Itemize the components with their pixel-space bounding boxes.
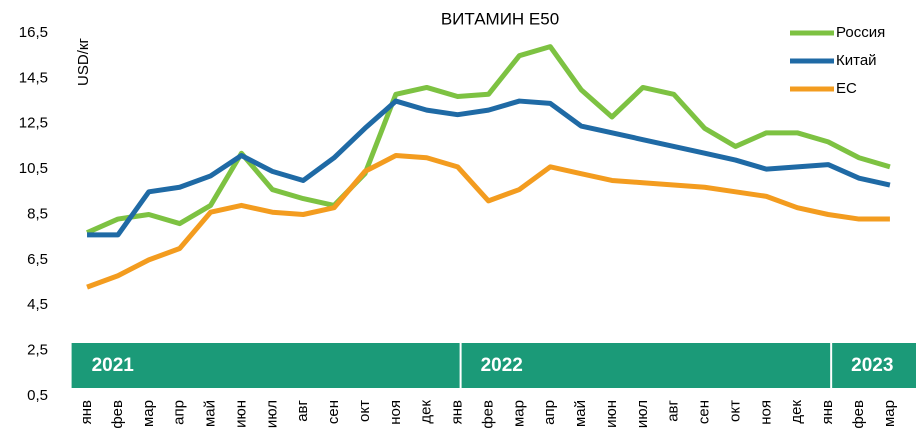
y-tick-label: 0,5 bbox=[27, 387, 48, 404]
y-tick-label: 2,5 bbox=[27, 342, 48, 359]
x-tick-label: сен bbox=[696, 400, 713, 424]
x-tick-label: фев bbox=[850, 400, 867, 429]
series-line bbox=[86, 153, 890, 290]
x-tick-label: ноя bbox=[757, 400, 774, 425]
year-label: 2022 bbox=[481, 355, 523, 376]
x-tick-label: фев bbox=[479, 400, 496, 429]
x-tick-label: янв bbox=[819, 400, 836, 424]
x-tick-label: авг bbox=[665, 399, 682, 421]
x-tick-label: дек bbox=[418, 400, 435, 424]
x-tick-label: мар bbox=[510, 400, 527, 427]
x-tick-label: апр bbox=[541, 400, 558, 425]
y-tick-label: 16,5 bbox=[19, 24, 48, 41]
x-tick-label: апр bbox=[171, 400, 188, 425]
x-tick-label: авг bbox=[294, 399, 311, 421]
year-label: 2021 bbox=[92, 355, 135, 376]
x-tick-label: мар bbox=[140, 400, 157, 427]
x-tick-label: сен bbox=[325, 400, 342, 424]
year-band bbox=[71, 343, 916, 388]
x-tick-label: июн bbox=[603, 400, 620, 428]
series-line bbox=[87, 98, 891, 238]
year-label: 2023 bbox=[851, 355, 893, 376]
x-tick-label: май bbox=[572, 400, 589, 427]
x-tick-label: июл bbox=[263, 400, 280, 428]
y-tick-label: 4,5 bbox=[27, 296, 48, 313]
y-tick-label: 10,5 bbox=[19, 160, 48, 177]
x-tick-label: июн bbox=[232, 400, 249, 428]
x-tick-label: июл bbox=[634, 400, 651, 428]
legend-label: Китай bbox=[836, 52, 877, 69]
x-tick-label: окт bbox=[356, 400, 373, 422]
y-tick-label: 6,5 bbox=[27, 251, 48, 268]
series-line bbox=[86, 44, 891, 235]
y-tick-label: 8,5 bbox=[27, 205, 48, 222]
y-tick-label: 12,5 bbox=[19, 115, 48, 132]
chart-title: ВИТАМИН Е50 bbox=[441, 9, 559, 28]
x-tick-label: окт bbox=[726, 400, 743, 422]
y-axis-label: USD/кг bbox=[75, 38, 92, 86]
x-tick-label: ноя bbox=[387, 400, 404, 425]
y-tick-label: 14,5 bbox=[19, 69, 48, 86]
x-tick-label: май bbox=[202, 400, 219, 427]
legend-label: ЕС bbox=[836, 80, 857, 97]
legend-label: Россия bbox=[836, 24, 885, 41]
x-tick-label: мар bbox=[881, 400, 898, 427]
x-tick-label: дек bbox=[788, 400, 805, 424]
x-tick-label: фев bbox=[109, 400, 126, 429]
x-tick-label: янв bbox=[78, 400, 95, 424]
x-tick-label: янв bbox=[449, 400, 466, 424]
